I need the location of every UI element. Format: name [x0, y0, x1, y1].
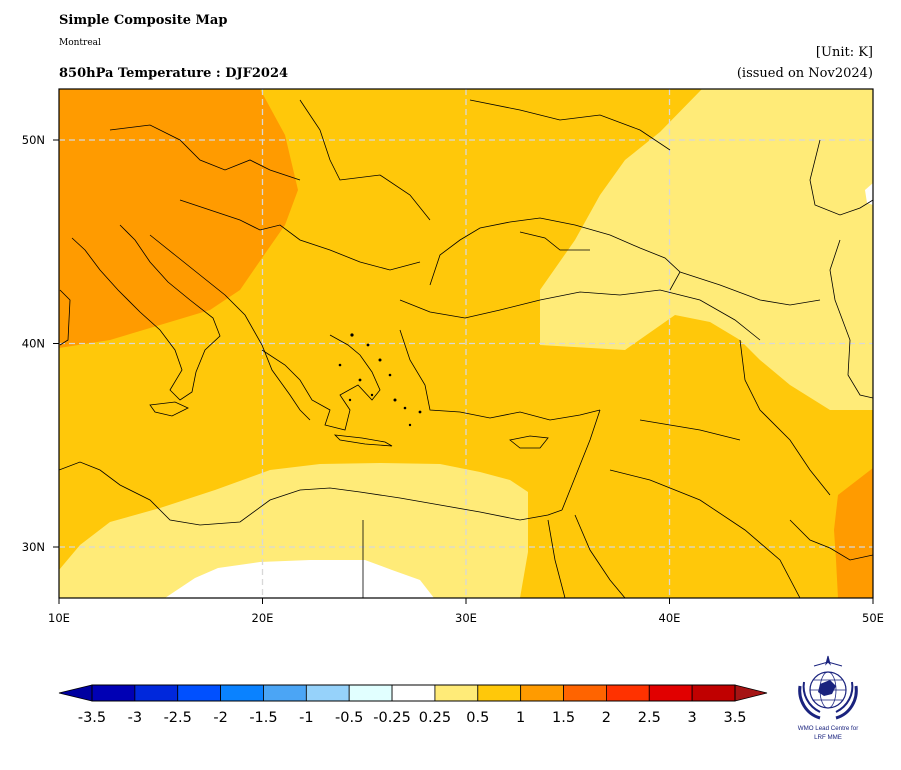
lon-label-40e: 40E [659, 611, 681, 625]
colorbar-label: 2 [602, 710, 611, 726]
colorbar-cell [691, 684, 736, 702]
colorbar-cell [348, 684, 393, 702]
lat-label-40n: 40N [22, 337, 45, 351]
colorbar-cells [91, 684, 736, 702]
anomaly-region-1-1.5-west [59, 89, 298, 348]
colorbar-cell [177, 684, 222, 702]
colorbar-label: -3 [128, 710, 142, 726]
gridlines [59, 89, 873, 598]
colorbar-cell [520, 684, 564, 702]
anomaly-region-1-1.5-east [834, 468, 873, 598]
colorbar-cell [606, 684, 650, 702]
colorbar-cell [391, 684, 436, 702]
colorbar-label: 2.5 [638, 710, 661, 726]
colorbar-label: 0.5 [466, 710, 489, 726]
lon-label-10e: 10E [48, 611, 70, 625]
colorbar-label: -3.5 [78, 710, 106, 726]
map-title: Simple Composite Map [59, 13, 228, 28]
colorbar-cell [263, 684, 307, 702]
colorbar-labels: -3.5 -3 -2.5 -2 -1.5 -1 -0.5 -0.25 0.25 0.5 1 1.5 2 2… [78, 710, 747, 726]
aegean-islands [338, 333, 422, 427]
map-subtitle: Montreal [59, 38, 101, 48]
wmo-logo: WMO Lead Centre for LRF MME [798, 655, 859, 741]
colorbar-label: -0.25 [373, 710, 411, 726]
colorbar-label: 3.5 [723, 710, 746, 726]
colorbar-cell [305, 684, 350, 702]
unit-label: [Unit: K] [815, 45, 873, 60]
issued-label: (issued on Nov2024) [736, 66, 873, 81]
colorbar-label: 1.5 [552, 710, 575, 726]
anomaly-region-neutral-ne [865, 183, 873, 205]
colorbar-frame [91, 684, 736, 702]
colorbar-label: -0.5 [335, 710, 363, 726]
anomaly-region-0.25-0.5-south [59, 463, 528, 598]
colorbar-under-arrow [58, 684, 93, 702]
colorbar-label: -1.5 [249, 710, 277, 726]
colorbar-label: 0.25 [419, 710, 451, 726]
colorbar-label: -2 [213, 710, 227, 726]
lon-label-30e: 30E [455, 611, 477, 625]
colorbar-cell [434, 684, 479, 702]
coastlines [59, 99, 873, 598]
colorbar-cell [91, 684, 136, 702]
colorbar-label: -2.5 [164, 710, 192, 726]
lat-label-30n: 30N [22, 540, 45, 554]
lon-label-50e: 50E [862, 611, 884, 625]
product-label: 850hPa Temperature : DJF2024 [59, 66, 289, 81]
anomaly-region-neutral [165, 560, 434, 598]
map-field [59, 89, 873, 598]
tick-marks [53, 139, 874, 604]
colorbar-cell [477, 684, 522, 702]
colorbar-cell [134, 684, 179, 702]
colorbar-label: -1 [299, 710, 313, 726]
colorbar-cell [220, 684, 264, 702]
lat-label-50n: 50N [22, 133, 45, 147]
lon-label-20e: 20E [252, 611, 274, 625]
wmo-logo-text-2: LRF MME [814, 734, 842, 741]
colorbar-label: 3 [688, 710, 697, 726]
colorbar-over-arrow [734, 684, 768, 702]
colorbar-cell [648, 684, 693, 702]
wmo-logo-text-1: WMO Lead Centre for [798, 725, 859, 732]
anomaly-region-0.25-0.5-north [540, 89, 873, 410]
colorbar-label: 1 [516, 710, 525, 726]
colorbar-cell [563, 684, 607, 702]
colorbar: -3.5 -3 -2.5 -2 -1.5 -1 -0.5 -0.25 0.25 0.5 1 1.5 2 2… [58, 684, 768, 726]
